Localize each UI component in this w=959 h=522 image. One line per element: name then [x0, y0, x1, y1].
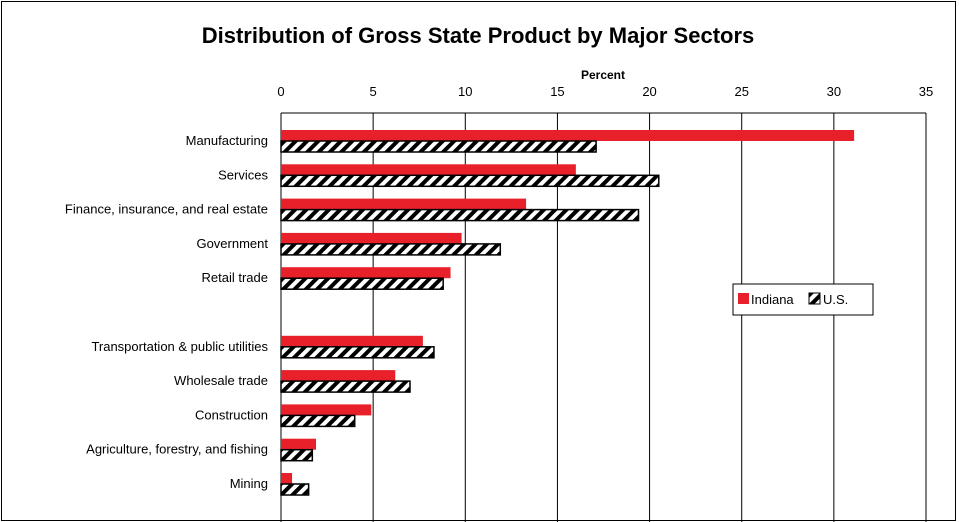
legend: Indiana U.S. — [732, 283, 874, 316]
category-labels: Manufacturing Services Finance, insurance,… — [65, 133, 269, 491]
chart-title: Distribution of Gross State Product by M… — [202, 23, 755, 48]
bar-indiana-2 — [281, 198, 527, 210]
bar-indiana-0 — [281, 130, 855, 141]
bar-us-10 — [280, 483, 310, 496]
x-tick-label-35: 35 — [919, 84, 933, 99]
category-label-2: Finance, insurance, and real estate — [65, 202, 268, 217]
legend-label-indiana: Indiana — [751, 292, 794, 307]
x-tick-label-25: 25 — [734, 84, 748, 99]
category-label-3: Government — [196, 236, 268, 251]
x-tick-label-0: 0 — [277, 84, 284, 99]
x-axis-label: Percent — [581, 68, 625, 82]
category-label-0: Manufacturing — [186, 133, 268, 148]
x-tick-label-5: 5 — [370, 84, 377, 99]
legend-swatch-indiana — [738, 293, 749, 304]
x-axis-ticks: 0 5 10 15 20 25 30 35 — [277, 84, 933, 99]
bar-indiana-10 — [281, 473, 293, 484]
legend-label-us: U.S. — [823, 292, 848, 307]
category-label-1: Services — [218, 167, 268, 182]
legend-box — [732, 283, 874, 316]
bar-indiana-9 — [281, 438, 317, 450]
x-tick-label-20: 20 — [642, 84, 656, 99]
bar-us-2 — [280, 208, 640, 222]
bar-us-8 — [280, 414, 356, 428]
x-tick-label-15: 15 — [550, 84, 564, 99]
category-label-9: Agriculture, forestry, and fishing — [86, 442, 268, 457]
x-tick-label-30: 30 — [827, 84, 841, 99]
bar-us-9 — [280, 448, 314, 462]
category-label-7: Wholesale trade — [174, 373, 268, 388]
category-label-4: Retail trade — [202, 270, 268, 285]
bar-us-4 — [280, 277, 444, 290]
bar-us-0 — [280, 140, 597, 153]
bar-indiana-3 — [281, 232, 462, 244]
bar-indiana-8 — [281, 404, 372, 416]
bar-indiana-7 — [281, 370, 396, 382]
bars — [280, 130, 855, 496]
x-tick-label-10: 10 — [458, 84, 472, 99]
category-label-8: Construction — [195, 407, 268, 422]
bar-us-7 — [280, 380, 411, 393]
legend-swatch-us — [808, 292, 821, 305]
category-label-6: Transportation & public utilities — [91, 339, 268, 354]
bar-indiana-4 — [281, 267, 451, 279]
bar-us-3 — [280, 243, 502, 256]
category-label-10: Mining — [230, 476, 268, 491]
bar-indiana-6 — [281, 335, 423, 347]
bar-indiana-1 — [281, 164, 576, 176]
bar-us-6 — [280, 346, 435, 359]
bar-us-1 — [280, 174, 660, 188]
